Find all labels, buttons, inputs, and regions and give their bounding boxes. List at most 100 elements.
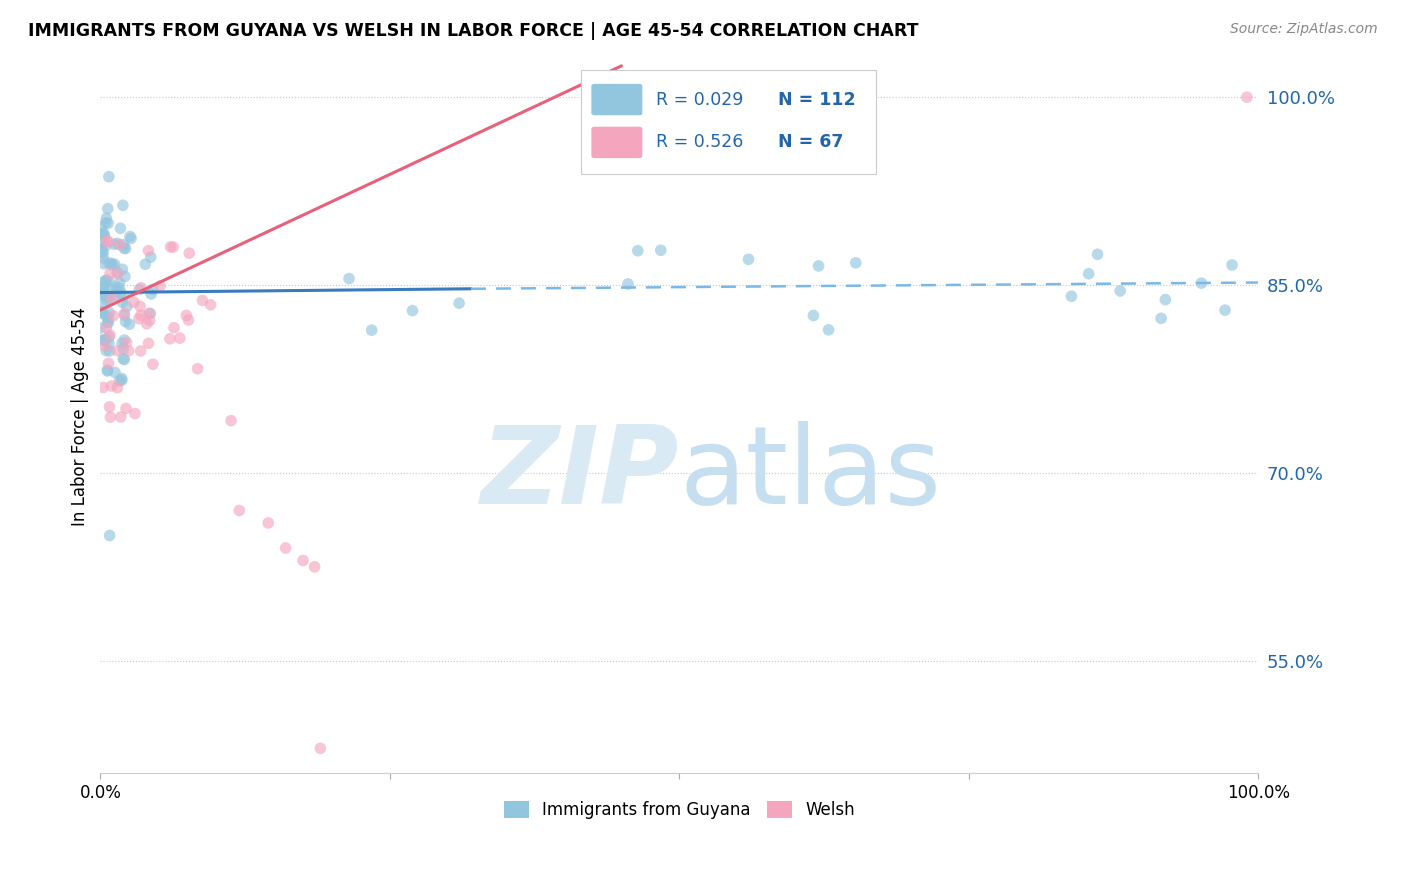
Point (115, 401, 138, 416)
Point (162, 240, 184, 254)
Point (129, 281, 152, 295)
Point (108, 281, 131, 295)
Text: R = 0.526: R = 0.526 (657, 133, 744, 151)
Point (96, 363, 118, 377)
Point (138, 244, 160, 258)
Point (97, 169, 120, 184)
Point (177, 313, 200, 327)
Legend: Immigrants from Guyana, Welsh: Immigrants from Guyana, Welsh (496, 794, 862, 826)
Point (103, 288, 125, 302)
Point (114, 269, 136, 284)
Point (91, 333, 114, 347)
Point (107, 267, 129, 281)
Point (138, 306, 160, 320)
Point (138, 336, 160, 351)
Point (139, 306, 162, 320)
Point (90, 243, 112, 257)
Point (169, 331, 191, 345)
Point (257, 516, 280, 530)
Point (115, 335, 138, 350)
Point (1150, 311, 1173, 326)
Point (111, 371, 134, 385)
Point (1060, 289, 1083, 303)
Text: N = 112: N = 112 (778, 91, 855, 109)
Text: Source: ZipAtlas.com: Source: ZipAtlas.com (1230, 22, 1378, 37)
Point (274, 541, 297, 555)
Point (627, 244, 650, 258)
Point (96, 332, 118, 346)
Point (112, 352, 135, 367)
Point (103, 309, 125, 323)
Point (96, 343, 118, 358)
Point (179, 246, 201, 260)
Point (112, 307, 135, 321)
Point (91, 244, 114, 259)
Point (114, 242, 136, 256)
Point (105, 285, 128, 299)
Point (97, 216, 120, 230)
Point (112, 241, 135, 255)
Point (1154, 293, 1177, 307)
Point (104, 366, 127, 380)
Point (449, 296, 471, 310)
Point (94, 308, 117, 322)
Point (191, 293, 214, 308)
Point (134, 257, 156, 271)
Point (91, 380, 114, 394)
Point (93, 227, 115, 241)
Point (100, 410, 122, 425)
Point (108, 237, 131, 252)
Point (91, 246, 114, 260)
Point (89, 321, 111, 335)
Point (110, 285, 132, 300)
Point (96, 289, 118, 303)
Point (112, 351, 135, 366)
Point (159, 240, 181, 254)
Point (176, 309, 198, 323)
Text: atlas: atlas (679, 421, 942, 526)
Point (337, 271, 360, 285)
Point (108, 374, 131, 388)
Point (98, 291, 121, 305)
Point (219, 414, 242, 428)
Point (737, 252, 759, 267)
Point (139, 250, 162, 264)
Point (807, 259, 830, 273)
Point (122, 295, 145, 310)
Point (111, 295, 134, 310)
Point (98, 305, 121, 319)
Point (803, 309, 825, 323)
Point (93, 257, 115, 271)
Point (292, 553, 315, 567)
Point (100, 379, 122, 393)
Point (96, 364, 118, 378)
Point (97, 311, 120, 326)
Point (228, 503, 250, 517)
Point (112, 333, 135, 347)
Point (97, 202, 120, 216)
Point (401, 303, 423, 318)
Point (98, 400, 121, 414)
Point (111, 262, 134, 277)
Point (96, 293, 118, 307)
Point (111, 373, 134, 387)
Point (107, 343, 129, 358)
FancyBboxPatch shape (592, 127, 643, 158)
Point (1077, 267, 1099, 281)
Point (94, 216, 117, 230)
FancyBboxPatch shape (592, 84, 643, 115)
Point (309, 741, 332, 756)
Point (111, 198, 134, 212)
Point (91, 305, 114, 319)
Point (100, 283, 122, 297)
Point (98, 528, 121, 542)
Text: N = 67: N = 67 (778, 133, 844, 151)
Point (90, 219, 112, 234)
Point (845, 256, 868, 270)
Point (97, 235, 120, 249)
Point (115, 300, 138, 314)
Point (124, 407, 146, 421)
Point (108, 276, 131, 290)
Point (360, 323, 382, 337)
Point (97, 316, 120, 330)
